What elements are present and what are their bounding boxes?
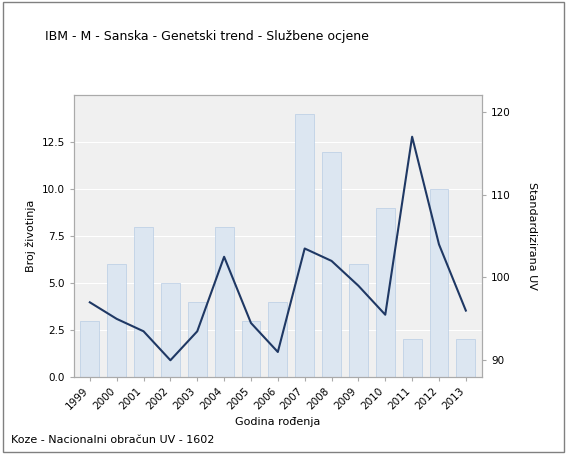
Bar [376, 208, 395, 377]
Bar [349, 264, 368, 377]
Bar [188, 302, 206, 377]
Bar [134, 227, 153, 377]
Text: IBM - M - Sanska - Genetski trend - Službene ocjene: IBM - M - Sanska - Genetski trend - Služ… [45, 30, 369, 43]
Bar [161, 283, 180, 377]
Bar [295, 114, 314, 377]
Bar [107, 264, 126, 377]
Bar [430, 189, 448, 377]
Bar [215, 227, 234, 377]
Bar [268, 302, 287, 377]
Bar [242, 321, 260, 377]
X-axis label: Godina rođenja: Godina rođenja [235, 417, 320, 427]
Bar [322, 152, 341, 377]
Bar [81, 321, 99, 377]
Y-axis label: Broj životinja: Broj životinja [26, 200, 36, 272]
Y-axis label: Standardizirana UV: Standardizirana UV [527, 182, 538, 290]
Text: Koze - Nacionalni obračun UV - 1602: Koze - Nacionalni obračun UV - 1602 [11, 435, 215, 445]
Bar [403, 339, 421, 377]
Bar [456, 339, 475, 377]
